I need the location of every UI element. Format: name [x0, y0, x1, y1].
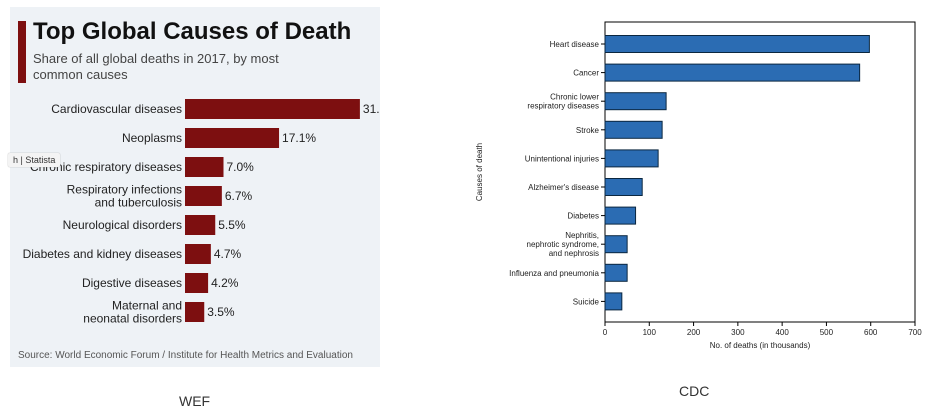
- cdc-category-label: Alzheimer's disease: [528, 183, 599, 192]
- wef-category-label: Chronic respiratory diseases: [30, 160, 182, 174]
- cdc-bar: [604, 235, 628, 254]
- wef-category-label: Respiratory infections and tuberculosis: [67, 183, 182, 210]
- cdc-x-tick-label: 500: [820, 328, 834, 337]
- wef-bar: [185, 302, 205, 322]
- cdc-bar: [604, 120, 663, 139]
- cdc-y-axis-label: Causes of death: [475, 143, 484, 201]
- cdc-bar: [604, 63, 861, 82]
- cdc-category-label: Unintentional injuries: [525, 154, 599, 163]
- wef-category-label: Diabetes and kidney diseases: [23, 247, 182, 261]
- cdc-plot-frame: [604, 21, 916, 323]
- cdc-category-label: Influenza and pneumonia: [509, 269, 599, 278]
- cdc-x-tick-label: 700: [908, 328, 922, 337]
- wef-bar: [185, 128, 280, 148]
- cdc-category-label: Diabetes: [567, 212, 599, 221]
- wef-category-label: Cardiovascular diseases: [51, 102, 182, 116]
- cdc-category-label: Stroke: [576, 126, 600, 135]
- cdc-x-tick-label: 100: [643, 328, 657, 337]
- wef-value-label: 17.1%: [282, 131, 316, 145]
- cdc-bar: [604, 292, 623, 311]
- cdc-bar: [604, 178, 643, 196]
- cdc-x-tick-label: 600: [864, 328, 878, 337]
- cdc-x-axis-label: No. of deaths (in thousands): [710, 341, 811, 350]
- cdc-category-label: Cancer: [573, 69, 599, 78]
- cdc-category-label: Nephritis, nephrotic syndrome, and nephros…: [527, 231, 599, 258]
- cdc-bar: [604, 206, 637, 225]
- cdc-x-tick-label: 200: [687, 328, 701, 337]
- wef-bar: [185, 215, 216, 235]
- wef-category-label: Maternal and neonatal disorders: [83, 299, 182, 326]
- wef-category-label: Neoplasms: [122, 131, 182, 145]
- wef-bar: [185, 99, 360, 119]
- wef-value-label: 3.5%: [207, 305, 235, 319]
- cdc-x-tick-label: 300: [731, 328, 745, 337]
- wef-chart-panel: Top Global Causes of Death Share of all …: [8, 7, 380, 367]
- wef-chart-title: Top Global Causes of Death: [33, 18, 352, 45]
- cdc-x-tick-label: 0: [603, 328, 608, 337]
- wef-value-label: 4.7%: [214, 247, 242, 261]
- cdc-category-label: Heart disease: [550, 40, 600, 49]
- cdc-category-label: Chronic lower respiratory diseases: [527, 93, 599, 111]
- wef-chart-subtitle: Share of all global deaths in 2017, by m…: [33, 51, 279, 82]
- wef-caption: WEF: [179, 393, 211, 409]
- wef-bar-chart: Cardiovascular diseases 31.8% Neoplasms 17.…: [23, 99, 380, 326]
- statista-watermark: h | Statista: [8, 153, 61, 167]
- cdc-bar: [604, 149, 659, 168]
- cdc-bar: [604, 35, 870, 53]
- cdc-bar-chart: 0 100 200 300 400 500 600 700 No. of deaths (in …: [475, 21, 922, 350]
- wef-bar: [185, 186, 222, 206]
- wef-value-label: 6.7%: [225, 189, 253, 203]
- wef-value-label: 31.8%: [363, 102, 380, 116]
- cdc-caption: CDC: [679, 383, 710, 399]
- wef-bar: [185, 273, 209, 293]
- wef-bar: [185, 157, 224, 177]
- wef-value-label: 4.2%: [211, 276, 239, 290]
- title-accent-bar: [18, 21, 26, 83]
- cdc-bar: [604, 92, 667, 111]
- wef-value-label: 5.5%: [218, 218, 246, 232]
- wef-value-label: 7.0%: [227, 160, 255, 174]
- wef-category-label: Digestive diseases: [82, 276, 182, 290]
- wef-category-label: Neurological disorders: [63, 218, 182, 232]
- cdc-category-label: Suicide: [573, 297, 600, 306]
- wef-bar: [185, 244, 211, 264]
- wef-source-note: Source: World Economic Forum / Institute…: [18, 350, 353, 361]
- cdc-bar: [604, 263, 628, 282]
- cdc-x-tick-label: 400: [775, 328, 789, 337]
